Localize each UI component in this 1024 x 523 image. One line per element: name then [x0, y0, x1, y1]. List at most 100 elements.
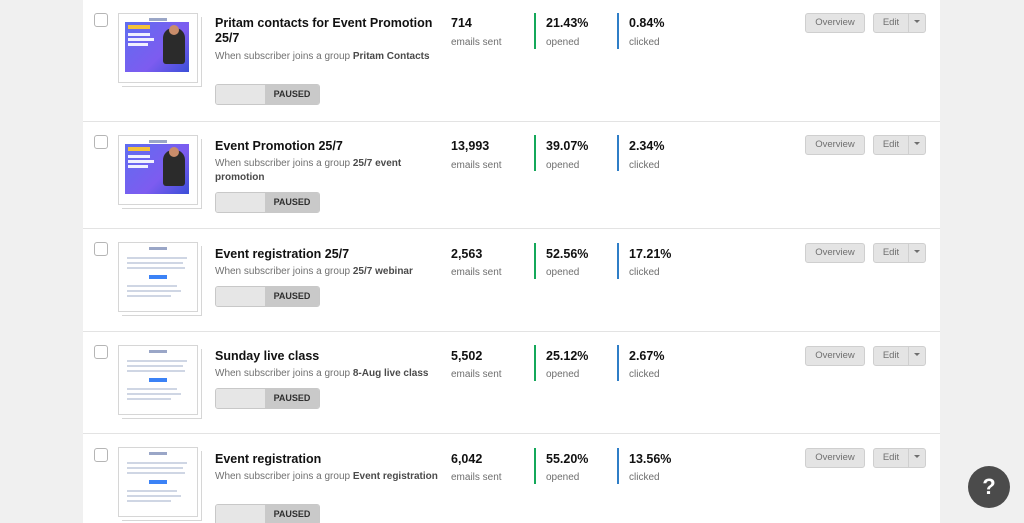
clicked-value: 0.84% [629, 16, 665, 30]
emails-sent-value: 714 [451, 16, 472, 30]
emails-sent-value: 6,042 [451, 452, 483, 466]
automation-title[interactable]: Event Promotion 25/7 [215, 139, 343, 153]
automation-title[interactable]: Pritam contacts for Event Promotion 25/7 [215, 16, 433, 45]
email-preview-thumbnail[interactable] [118, 242, 198, 312]
overview-button[interactable]: Overview [805, 135, 865, 155]
automation-title[interactable]: Event registration 25/7 [215, 247, 350, 261]
status-toggle[interactable]: PAUSED [215, 84, 320, 105]
email-preview-thumbnail[interactable] [118, 135, 198, 205]
help-button[interactable]: ? [968, 466, 1010, 508]
email-preview-thumbnail[interactable] [118, 13, 198, 83]
status-badge: PAUSED [265, 85, 319, 104]
row-checkbox[interactable] [94, 135, 108, 149]
trigger-group: 8-Aug live class [352, 368, 429, 379]
edit-button[interactable]: Edit [873, 346, 909, 366]
edit-button[interactable]: Edit [873, 448, 909, 468]
clicked-value: 13.56% [629, 452, 672, 466]
opened-label: opened [546, 37, 580, 48]
table-row: Pritam contacts for Event Promotion 25/7… [83, 0, 940, 122]
emails-sent-value: 13,993 [451, 139, 490, 153]
emails-sent-label: emails sent [451, 37, 502, 48]
opened-value: 21.43% [546, 16, 589, 30]
edit-button[interactable]: Edit [873, 13, 909, 33]
opened-value: 39.07% [546, 139, 589, 153]
opened-bar [534, 448, 536, 484]
table-row: Sunday live class When subscriber joins … [83, 332, 940, 434]
automation-trigger: When subscriber joins a group 8-Aug live… [215, 368, 429, 379]
table-row: Event registration 25/7 When subscriber … [83, 229, 940, 332]
automation-trigger: When subscriber joins a group 25/7 webin… [215, 266, 413, 277]
status-toggle[interactable]: PAUSED [215, 192, 320, 213]
opened-label: opened [546, 160, 580, 171]
opened-value: 25.12% [546, 349, 589, 363]
clicked-value: 2.34% [629, 139, 665, 153]
row-checkbox[interactable] [94, 448, 108, 462]
clicked-bar [617, 345, 619, 381]
edit-button[interactable]: Edit [873, 135, 909, 155]
emails-sent-label: emails sent [451, 472, 502, 483]
chevron-down-icon [914, 249, 920, 253]
edit-dropdown-button[interactable] [908, 346, 926, 366]
question-mark-icon: ? [982, 474, 996, 499]
edit-dropdown-button[interactable] [908, 448, 926, 468]
clicked-label: clicked [629, 37, 660, 48]
clicked-value: 17.21% [629, 247, 672, 261]
automation-trigger: When subscriber joins a group Event regi… [215, 471, 438, 482]
clicked-label: clicked [629, 267, 660, 278]
status-badge: PAUSED [265, 193, 319, 212]
status-badge: PAUSED [265, 287, 319, 306]
trigger-group: Event registration [352, 471, 438, 482]
row-checkbox[interactable] [94, 345, 108, 359]
chevron-down-icon [914, 141, 920, 145]
emails-sent-label: emails sent [451, 160, 502, 171]
overview-button[interactable]: Overview [805, 13, 865, 33]
status-toggle[interactable]: PAUSED [215, 286, 320, 307]
status-toggle[interactable]: PAUSED [215, 388, 320, 409]
clicked-bar [617, 13, 619, 49]
table-row: Event Promotion 25/7 When subscriber joi… [83, 122, 940, 229]
opened-bar [534, 243, 536, 279]
emails-sent-label: emails sent [451, 267, 502, 278]
edit-dropdown-button[interactable] [908, 135, 926, 155]
overview-button[interactable]: Overview [805, 346, 865, 366]
opened-value: 55.20% [546, 452, 589, 466]
opened-bar [534, 135, 536, 171]
status-badge: PAUSED [265, 505, 319, 523]
email-preview-thumbnail[interactable] [118, 447, 198, 517]
overview-button[interactable]: Overview [805, 448, 865, 468]
edit-dropdown-button[interactable] [908, 243, 926, 263]
trigger-group: 25/7 event promotion [215, 158, 402, 183]
automation-list: Pritam contacts for Event Promotion 25/7… [83, 0, 940, 523]
status-badge: PAUSED [265, 389, 319, 408]
opened-label: opened [546, 472, 580, 483]
clicked-label: clicked [629, 160, 660, 171]
clicked-label: clicked [629, 472, 660, 483]
email-preview-thumbnail[interactable] [118, 345, 198, 415]
automation-title[interactable]: Event registration [215, 452, 322, 466]
clicked-bar [617, 135, 619, 171]
table-row: Event registration When subscriber joins… [83, 434, 940, 523]
row-checkbox[interactable] [94, 13, 108, 27]
clicked-label: clicked [629, 369, 660, 380]
emails-sent-label: emails sent [451, 369, 502, 380]
trigger-group: Pritam Contacts [352, 51, 430, 62]
emails-sent-value: 5,502 [451, 349, 483, 363]
edit-button[interactable]: Edit [873, 243, 909, 263]
chevron-down-icon [914, 19, 920, 23]
opened-value: 52.56% [546, 247, 589, 261]
opened-label: opened [546, 267, 580, 278]
automation-trigger: When subscriber joins a group Pritam Con… [215, 51, 430, 62]
trigger-group: 25/7 webinar [352, 266, 413, 277]
opened-bar [534, 13, 536, 49]
overview-button[interactable]: Overview [805, 243, 865, 263]
clicked-bar [617, 243, 619, 279]
clicked-value: 2.67% [629, 349, 665, 363]
automation-trigger: When subscriber joins a group 25/7 event… [215, 158, 402, 183]
edit-dropdown-button[interactable] [908, 13, 926, 33]
emails-sent-value: 2,563 [451, 247, 483, 261]
opened-label: opened [546, 369, 580, 380]
row-checkbox[interactable] [94, 242, 108, 256]
automation-title[interactable]: Sunday live class [215, 349, 320, 363]
status-toggle[interactable]: PAUSED [215, 504, 320, 523]
clicked-bar [617, 448, 619, 484]
